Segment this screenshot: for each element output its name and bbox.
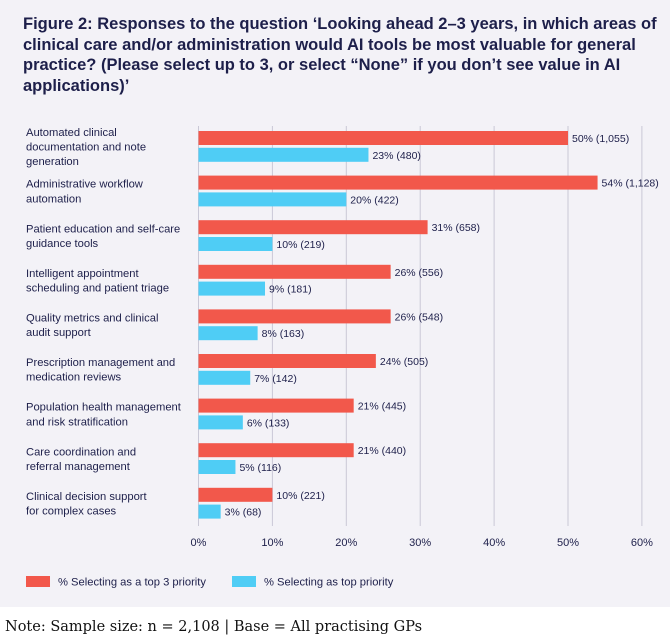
x-tick-label: 0% [191, 537, 207, 549]
legend-label: % Selecting as a top 3 priority [58, 577, 206, 589]
bar-top-priority [198, 370, 251, 385]
category-label: Administrative workflow automation [26, 179, 144, 206]
x-tick-label: 60% [631, 537, 653, 549]
bar-chart: 0% 10% 20% 30% 40% 50% 60% Automated clinical d… [26, 126, 659, 589]
chart-panel [0, 0, 670, 607]
category-label: Patient education and self-care guidance … [26, 223, 180, 250]
data-label: 21% (440) [358, 445, 406, 457]
x-tick-label: 20% [335, 537, 357, 549]
bar-top-priority [198, 147, 369, 162]
data-label: 20% (422) [350, 194, 398, 206]
bar-top3-priority [198, 487, 273, 502]
category-label: Prescription management and medication re… [26, 357, 175, 384]
bar-top3-priority [198, 131, 568, 145]
data-label: 5% (116) [239, 462, 281, 474]
data-label: 31% (658) [432, 222, 480, 234]
bar-top3-priority [198, 443, 354, 458]
labels: Automated clinical documentation and note… [26, 127, 659, 519]
category-label: Automated clinical documentation and note… [26, 127, 146, 168]
bar-top-priority [198, 415, 243, 430]
bar-top-priority [198, 192, 347, 207]
data-label: 10% (221) [276, 490, 324, 502]
bar-top3-priority [198, 354, 376, 368]
category-label: Care coordination and referral management [26, 446, 136, 473]
x-tick-label: 10% [261, 537, 283, 549]
bar-top3-priority [198, 175, 598, 190]
category-label: Quality metrics and clinical audit suppor… [26, 313, 158, 340]
bar-top3-priority [198, 264, 391, 279]
legend-label: % Selecting as top priority [264, 577, 394, 589]
data-label: 54% (1,128) [602, 178, 659, 190]
figure-title: Figure 2: Responses to the question ‘Loo… [23, 15, 657, 95]
data-label: 7% (142) [254, 373, 297, 385]
bar-top3-priority [198, 309, 391, 324]
legend-swatch-top [232, 576, 256, 587]
data-label: 26% (556) [395, 267, 443, 279]
data-label: 8% (163) [262, 328, 305, 340]
data-label: 26% (548) [395, 311, 443, 323]
data-label: 10% (219) [276, 239, 324, 251]
data-label: 3% (68) [225, 507, 262, 519]
data-label: 9% (181) [269, 284, 312, 296]
data-label: 23% (480) [372, 150, 420, 162]
x-tick-label: 50% [557, 537, 579, 549]
data-label: 21% (445) [358, 401, 406, 413]
bar-top-priority [198, 504, 221, 519]
bar-top-priority [198, 237, 273, 251]
x-tick-label: 30% [409, 537, 431, 549]
footnote: Note: Sample size: n = 2,108 | Base = Al… [5, 619, 423, 635]
x-tick-label: 40% [483, 537, 505, 549]
bar-top3-priority [198, 398, 354, 413]
bar-top-priority [198, 460, 236, 474]
data-label: 50% (1,055) [572, 133, 629, 145]
bar-top-priority [198, 326, 258, 341]
bars [198, 131, 598, 519]
bar-top-priority [198, 281, 266, 296]
data-label: 6% (133) [247, 417, 290, 429]
data-label: 24% (505) [380, 356, 428, 368]
legend: % Selecting as a top 3 priority % Selecti… [26, 576, 394, 589]
category-label: Intelligent appointment scheduling and pa… [26, 268, 169, 295]
category-label: Population health management and risk str… [26, 402, 182, 429]
bar-top3-priority [198, 220, 428, 235]
legend-swatch-top3 [26, 576, 50, 587]
category-label: Clinical decision support for complex cas… [26, 491, 148, 518]
